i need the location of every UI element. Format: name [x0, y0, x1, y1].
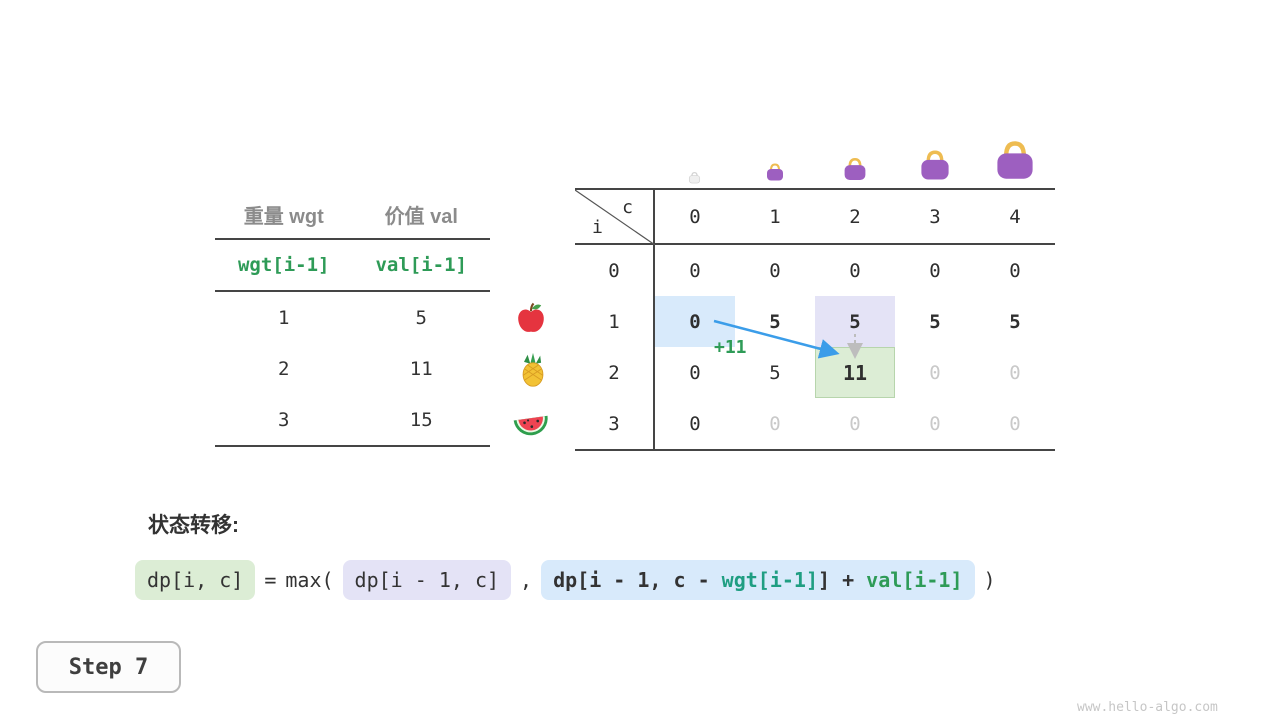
dp-cell-r3-c2: 0: [849, 412, 861, 435]
dp-row-header-2: 2: [575, 347, 655, 398]
formula-arg2-mid: ] +: [818, 568, 867, 592]
dp-col-header-0: 0: [655, 190, 735, 245]
dp-cell-r1-c2: 5: [815, 296, 895, 347]
item-row-1: 1 5: [215, 292, 490, 343]
bag-icon-capacity-1: [765, 162, 785, 186]
formula-equals: =: [264, 568, 277, 592]
dp-corner-cell: c i: [575, 190, 655, 245]
dp-cell-r0-c3: 0: [929, 259, 941, 282]
dp-cell-r2-c1: 5: [769, 361, 781, 384]
item-1-weight: 1: [278, 306, 290, 329]
dp-table: c i 0 1 2 3 4 0 0 0 0 0 0 1 0 5 5 5 5 2 …: [575, 188, 1055, 451]
dp-col-header-4: 4: [975, 190, 1055, 245]
transition-formula: dp[i, c] = max( dp[i - 1, c] , dp[i - 1,…: [135, 560, 996, 600]
corner-diagonal-line: [575, 190, 655, 245]
dp-cell-r2-c4: 0: [1009, 361, 1021, 384]
dp-cell-r2-c2: 11: [815, 347, 895, 398]
dp-cell-r3-c3: 0: [929, 412, 941, 435]
item-3-value: 15: [409, 408, 433, 431]
formula-max-open: max(: [285, 568, 334, 592]
bag-icon-capacity-4: [993, 138, 1037, 186]
dp-cell-r1-c4: 5: [1009, 310, 1021, 333]
formula-arg2: dp[i - 1, c - wgt[i-1]] + val[i-1]: [541, 560, 975, 600]
arrow-value-label: +11: [714, 337, 747, 358]
formula-lhs: dp[i, c]: [135, 560, 256, 600]
dp-row-header-3: 3: [575, 398, 655, 449]
dp-cell-r1-c1: 5: [769, 310, 781, 333]
formula-comma: ,: [520, 568, 533, 592]
corner-row-label: i: [592, 217, 603, 238]
bag-icon-capacity-3: [918, 148, 952, 186]
item-row-2: 2 11: [215, 343, 490, 394]
step-badge: Step 7: [36, 641, 181, 693]
dp-col-header-2: 2: [815, 190, 895, 245]
item-3-weight: 3: [278, 408, 290, 431]
dp-row-header-0: 0: [575, 245, 655, 296]
apple-icon: [514, 301, 548, 339]
item-1-value: 5: [415, 306, 427, 329]
pineapple-icon: [515, 352, 551, 392]
items-table-formula-row: wgt[i-1] val[i-1]: [215, 240, 490, 292]
watermark: www.hello-algo.com: [1077, 700, 1218, 715]
dp-cell-r0-c1: 0: [769, 259, 781, 282]
corner-col-label: c: [622, 197, 633, 218]
formula-arg2-prefix: dp[i - 1, c -: [553, 568, 722, 592]
wgt-formula-cell: wgt[i-1]: [237, 254, 330, 276]
value-column-header: 价值 val: [384, 205, 458, 228]
transition-heading: 状态转移:: [148, 514, 239, 537]
weight-column-header: 重量 wgt: [243, 205, 324, 228]
dp-cell-r0-c0: 0: [689, 259, 701, 282]
bag-icon-capacity-2: [842, 156, 868, 186]
dp-cell-r2-c3: 0: [929, 361, 941, 384]
formula-close-paren: ): [983, 568, 996, 592]
items-table: 重量 wgt 价值 val wgt[i-1] val[i-1] 1 5 2 11…: [215, 190, 490, 447]
dp-row-header-1: 1: [575, 296, 655, 347]
dp-cell-r3-c0: 0: [689, 412, 701, 435]
dp-cell-r0-c4: 0: [1009, 259, 1021, 282]
item-2-value: 11: [409, 357, 433, 380]
formula-arg2-val: val[i-1]: [866, 568, 963, 592]
item-row-3: 3 15: [215, 394, 490, 445]
dp-col-header-1: 1: [735, 190, 815, 245]
dp-cell-r2-c0: 0: [689, 361, 701, 384]
item-2-weight: 2: [278, 357, 290, 380]
dp-col-header-3: 3: [895, 190, 975, 245]
dp-cell-r3-c4: 0: [1009, 412, 1021, 435]
items-table-header-row: 重量 wgt 价值 val: [215, 190, 490, 240]
dp-cell-r3-c1: 0: [769, 412, 781, 435]
val-formula-cell: val[i-1]: [375, 254, 467, 276]
dp-cell-r1-c3: 5: [929, 310, 941, 333]
formula-arg1: dp[i - 1, c]: [342, 560, 512, 600]
watermelon-icon: [512, 402, 550, 444]
bag-icon-capacity-0: [688, 169, 701, 188]
formula-arg2-wgt: wgt[i-1]: [721, 568, 818, 592]
dp-cell-r0-c2: 0: [849, 259, 861, 282]
